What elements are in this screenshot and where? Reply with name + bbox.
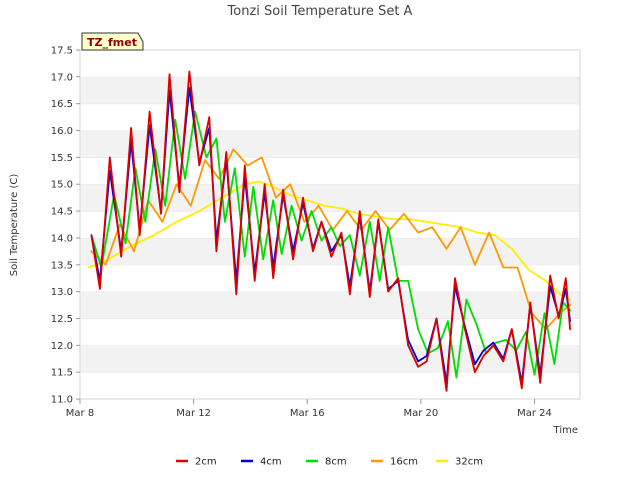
grid-band <box>80 130 580 158</box>
legend-label-32cm: 32cm <box>455 457 483 468</box>
y-tick-label: 13.0 <box>51 287 73 298</box>
grid-band <box>80 345 580 373</box>
y-tick-label: 11.5 <box>51 368 73 379</box>
station-badge-label: TZ_fmet <box>87 36 137 49</box>
x-tick-label: Mar 20 <box>404 408 439 419</box>
y-tick-label: 12.0 <box>51 341 73 352</box>
y-tick-label: 13.5 <box>51 260 73 271</box>
station-badge: TZ_fmet <box>81 32 144 51</box>
x-tick-label: Mar 24 <box>517 408 552 419</box>
grid-band <box>80 50 580 77</box>
legend: 2cm 4cm 8cm 16cm 32cm <box>176 457 483 468</box>
grid-band <box>80 318 580 346</box>
y-axis-title: Soil Temperature (C) <box>9 174 20 277</box>
x-axis-title: Time <box>553 425 578 436</box>
x-tick-label: Mar 12 <box>176 408 211 419</box>
y-tick-label: 11.0 <box>51 395 73 406</box>
plot-frame <box>79 49 581 400</box>
series-line-32cm <box>87 180 571 301</box>
y-tick-label: 16.0 <box>51 126 73 137</box>
y-tick-label: 14.5 <box>51 207 73 218</box>
y-tick-label: 14.0 <box>51 233 73 244</box>
grid-band <box>80 103 580 131</box>
y-axis: 11.0 11.5 12.0 12.5 13.0 13.5 14.0 14.5 15.0 15.5… <box>51 46 80 406</box>
series-line-2cm <box>90 70 571 392</box>
grid-band <box>80 76 580 104</box>
grid-band <box>80 291 580 319</box>
chart-title: Tonzi Soil Temperature Set A <box>227 4 413 19</box>
y-tick-label: 16.5 <box>51 99 73 110</box>
y-tick-label: 12.5 <box>51 314 73 325</box>
y-tick-label: 15.0 <box>51 180 73 191</box>
x-axis: Mar 8 Mar 12 Mar 16 Mar 20 Mar 24 <box>66 399 552 419</box>
grid-band <box>80 372 580 399</box>
y-tick-label: 17.5 <box>51 46 73 57</box>
legend-label-8cm: 8cm <box>325 457 347 468</box>
series-lines <box>87 70 571 392</box>
legend-label-16cm: 16cm <box>390 457 418 468</box>
y-tick-label: 17.0 <box>51 72 73 83</box>
legend-label-2cm: 2cm <box>195 457 217 468</box>
grid-band <box>80 264 580 292</box>
x-tick-label: Mar 16 <box>290 408 325 419</box>
legend-label-4cm: 4cm <box>260 457 282 468</box>
y-tick-label: 15.5 <box>51 153 73 164</box>
x-tick-label: Mar 8 <box>66 408 94 419</box>
